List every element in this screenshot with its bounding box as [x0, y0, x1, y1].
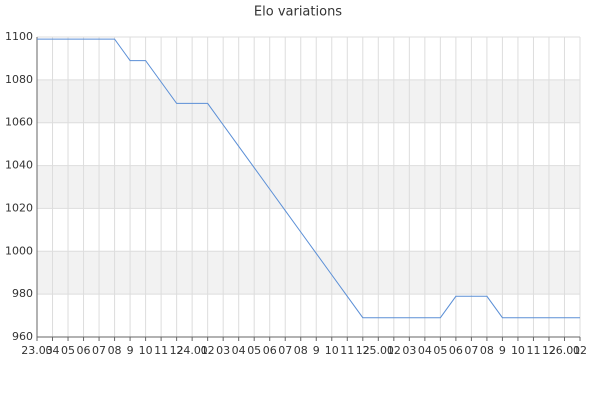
x-tick-label: 11 [340, 344, 354, 357]
x-tick-label: 07 [92, 344, 106, 357]
x-tick-label: 11 [154, 344, 168, 357]
y-tick-label: 960 [12, 330, 33, 343]
y-tick-label: 1100 [5, 30, 33, 43]
grid-band [37, 79, 580, 123]
x-tick-label: 05 [247, 344, 261, 357]
x-tick-label: 05 [433, 344, 447, 357]
x-tick-label: 06 [77, 344, 91, 357]
x-tick-label: 03 [216, 344, 230, 357]
x-tick-label: 26.01 [549, 344, 581, 357]
x-tick-label: 12 [170, 344, 184, 357]
x-tick-label: 10 [511, 344, 525, 357]
x-tick-label: 07 [278, 344, 292, 357]
x-tick-label: 04 [46, 344, 60, 357]
x-tick-label: 08 [294, 344, 308, 357]
x-tick-label: 07 [464, 344, 478, 357]
x-tick-label: 05 [61, 344, 75, 357]
x-tick-label: 03 [402, 344, 416, 357]
y-tick-label: 1080 [5, 73, 33, 86]
x-tick-label: 08 [108, 344, 122, 357]
grid-band [37, 165, 580, 209]
x-tick-label: 06 [449, 344, 463, 357]
x-tick-label: 02 [387, 344, 401, 357]
y-tick-label: 1040 [5, 159, 33, 172]
x-tick-label: 9 [127, 344, 134, 357]
x-tick-label: 10 [139, 344, 153, 357]
line-series [37, 38, 580, 319]
x-tick-label: 06 [263, 344, 277, 357]
x-tick-label: 04 [232, 344, 246, 357]
x-tick-label: 02 [201, 344, 215, 357]
chart-title: Elo variations [254, 5, 342, 20]
x-tick-label: 10 [325, 344, 339, 357]
x-tick-label: 04 [418, 344, 432, 357]
x-tick-label: 02 [573, 344, 587, 357]
x-tick-label: 11 [526, 344, 540, 357]
x-tick-label: 25.01 [363, 344, 395, 357]
y-tick-label: 1020 [5, 201, 33, 214]
x-tick-label: 08 [480, 344, 494, 357]
x-tick-label: 12 [542, 344, 556, 357]
y-tick-label: 1000 [5, 244, 33, 257]
y-tick-label: 980 [12, 287, 33, 300]
x-tick-label: 9 [499, 344, 506, 357]
grid-band [37, 251, 580, 295]
x-tick-label: 12 [356, 344, 370, 357]
x-tick-label: 9 [313, 344, 320, 357]
x-tick-label: 24.01 [176, 344, 208, 357]
y-tick-label: 1060 [5, 116, 33, 129]
x-tick-label: 23.03 [21, 344, 53, 357]
